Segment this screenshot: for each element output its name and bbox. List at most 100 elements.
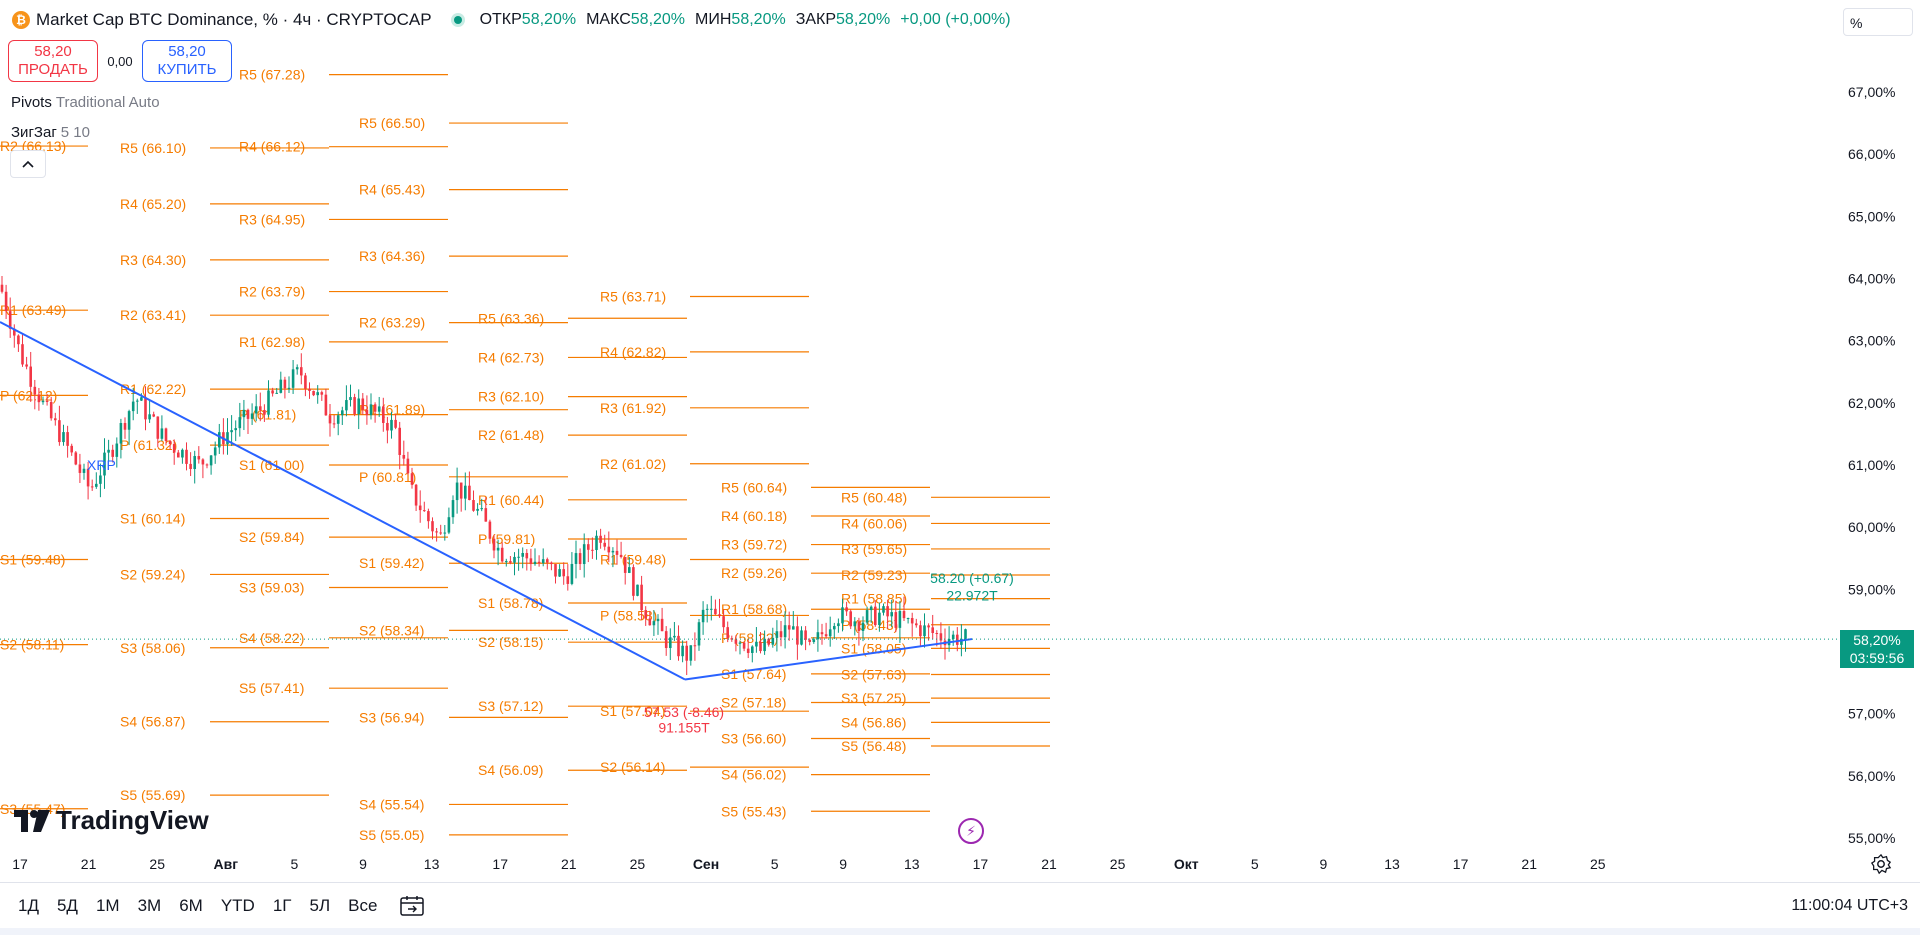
candle-body <box>623 557 627 573</box>
symbol-title[interactable]: Market Cap BTC Dominance, % · 4ч · CRYPT… <box>36 10 432 29</box>
candle-body <box>197 456 201 460</box>
candle-body <box>566 576 570 584</box>
candle-body <box>164 428 168 441</box>
pivot-label: R1 (58.85) <box>841 591 907 607</box>
x-tick-label: 17 <box>12 856 28 872</box>
candle-body <box>919 625 922 637</box>
candle-body <box>685 645 688 661</box>
candle-body <box>394 419 397 428</box>
candle-body <box>845 607 848 612</box>
timeframe-1m[interactable]: 1М <box>95 896 120 915</box>
x-tick-label: Сен <box>693 856 719 872</box>
x-tick-label: 9 <box>839 856 847 872</box>
bottom-strip <box>0 928 1920 935</box>
candle-body <box>755 641 758 647</box>
pivot-label: S2 (57.63) <box>841 667 906 683</box>
ohlc-change-value: +0,00 (+0,00%) <box>900 11 1011 28</box>
y-tick-label: 57,00% <box>1848 706 1895 722</box>
candle-body <box>78 464 82 473</box>
candle-body <box>861 622 865 631</box>
tradingview-logo[interactable]: TradingView <box>14 805 209 836</box>
candle-body <box>472 500 475 511</box>
candle-body <box>431 521 434 532</box>
candle-body <box>308 388 311 391</box>
trendline-up[interactable] <box>684 638 973 681</box>
pivot-label: R2 (59.23) <box>841 567 907 583</box>
candle-body <box>324 394 328 416</box>
collapse-legend-button[interactable] <box>10 150 46 178</box>
timeframe-ytd[interactable]: YTD <box>220 896 255 915</box>
pivot-label: R5 (63.71) <box>600 289 666 305</box>
market-status-icon[interactable] <box>453 16 462 24</box>
candle-body <box>275 392 278 394</box>
pivot-label: R4 (65.43) <box>359 182 425 198</box>
timeframe-all[interactable]: Все <box>348 896 378 915</box>
candle-body <box>99 475 102 484</box>
utc-clock[interactable]: 11:00:04 UTC+3 <box>1791 897 1908 914</box>
time-axis[interactable]: 17 21 25 Авг 5 9 13 17 21 25 Сен 5 9 13 17 21 25 Окт 5 9 13 1… <box>12 856 1606 872</box>
candle-body <box>833 626 836 630</box>
candle-body <box>304 375 307 389</box>
candle-body <box>365 409 369 416</box>
candle-body <box>279 379 283 393</box>
x-tick-label: 13 <box>904 856 920 872</box>
candle-body <box>607 546 611 553</box>
pivot-label: S1 (61.00) <box>239 457 304 473</box>
candle-body <box>177 452 180 458</box>
x-tick-label: 21 <box>1521 856 1537 872</box>
pivot-label: P (61.32) <box>120 437 177 453</box>
candle-body <box>734 639 738 644</box>
timeframe-1d[interactable]: 1Д <box>18 896 39 915</box>
lightning-icon[interactable]: ⚡ <box>958 818 984 844</box>
timeframe-5d[interactable]: 5Д <box>56 896 78 915</box>
unit-selector[interactable]: % <box>1843 8 1913 36</box>
candle-body <box>570 563 574 584</box>
spread-value: 0,00 <box>107 53 133 69</box>
candle-body <box>369 404 373 416</box>
timeframe-1y[interactable]: 1Г <box>272 896 292 915</box>
buy-button[interactable]: 58,20 КУПИТЬ <box>142 40 232 82</box>
candle-body <box>488 521 492 539</box>
candle-body <box>267 390 270 415</box>
candle-body <box>513 556 516 563</box>
candle-body <box>841 607 844 624</box>
y-tick-label: 65,00% <box>1848 208 1895 224</box>
timeframe-5y[interactable]: 5Л <box>309 896 331 915</box>
candle-body <box>886 606 889 617</box>
indicator-legend-pivots[interactable]: Pivots Traditional Auto <box>11 94 160 111</box>
timeframe-6m[interactable]: 6М <box>179 896 203 915</box>
x-tick-label: Авг <box>214 856 239 872</box>
zigzag-high-volume: 22.972T <box>946 588 998 604</box>
candle-body <box>287 387 291 389</box>
x-tick-label: 5 <box>291 856 299 872</box>
candle-body <box>468 485 471 501</box>
candle-body <box>291 369 295 388</box>
trendline-down[interactable] <box>0 321 686 681</box>
candle-body <box>193 456 196 470</box>
pivot-label: S1 (58.78) <box>478 595 543 611</box>
candle-body <box>910 618 914 624</box>
candle-body <box>902 611 906 619</box>
bottom-toolbar: 1Д 5Д 1М 3М 6М YTD 1Г 5Л Все 11:00:04 UT… <box>0 882 1920 929</box>
zigzag-labels: 58.20 (+0.67) 22.972T 57.53 (-8.46)91.155T <box>644 570 1014 735</box>
pivot-label: S4 (56.87) <box>120 714 185 730</box>
candle-body <box>377 406 381 412</box>
gear-icon[interactable] <box>1870 853 1892 875</box>
candle-body <box>787 625 791 630</box>
candle-body <box>423 510 426 512</box>
candle-body <box>25 364 28 367</box>
x-tick-label: 5 <box>771 856 779 872</box>
calendar-goto-icon[interactable] <box>399 895 425 917</box>
sell-button[interactable]: 58,20 ПРОДАТЬ <box>8 40 98 82</box>
candle-body <box>677 635 680 657</box>
indicator-legend-zigzag[interactable]: ЗигЗаг 5 10 <box>11 124 90 141</box>
candle-body <box>632 567 635 596</box>
pivot-label: R2 (63.29) <box>359 315 425 331</box>
candle-body <box>615 550 619 555</box>
candle-body <box>820 632 824 635</box>
y-tick-label: 56,00% <box>1848 768 1895 784</box>
zigzag-low-label: 57.53 (-8.46) <box>644 704 724 720</box>
timeframe-3m[interactable]: 3М <box>137 896 162 915</box>
candle-body <box>660 618 664 632</box>
